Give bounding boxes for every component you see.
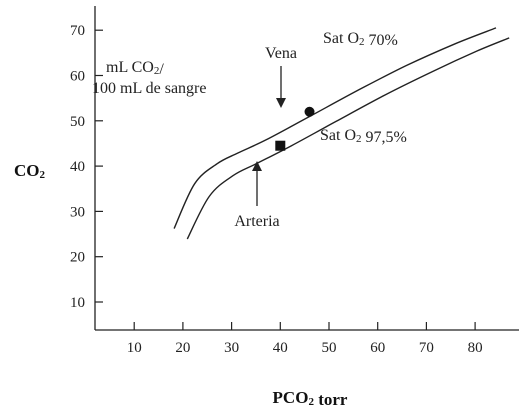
y-axis-title: CO2: [14, 161, 46, 181]
point-marker-vena: [304, 106, 315, 117]
series-label-sat-97-5: Sat O2 97,5%: [320, 127, 407, 146]
y-tick-label: 30: [70, 204, 85, 220]
y-tick-label: 50: [70, 114, 85, 130]
x-tick-label: 70: [419, 340, 434, 356]
x-tick-label: 50: [322, 340, 337, 356]
y-tick-label: 60: [70, 69, 85, 85]
x-tick-label: 30: [224, 340, 239, 356]
series-line-1: [186, 37, 510, 240]
units-note: mL CO2/100 mL de sangre: [92, 59, 206, 97]
y-tick-label: 40: [70, 159, 85, 175]
x-tick-label: 20: [175, 340, 190, 356]
series-label-sat-70: Sat O2 70%: [323, 30, 398, 49]
point-label-vena: Vena: [265, 45, 297, 62]
y-tick-label: 10: [70, 295, 85, 311]
point-label-arteria: Arteria: [234, 213, 279, 230]
x-tick-label: 40: [273, 340, 288, 356]
y-tick-label: 70: [70, 23, 85, 39]
x-tick-label: 60: [370, 340, 385, 356]
x-tick-label: 10: [127, 340, 142, 356]
series-line-0: [173, 27, 497, 229]
y-tick-label: 20: [70, 250, 85, 266]
x-tick-label: 80: [468, 340, 483, 356]
x-axis-title: PCO2 torr: [273, 388, 348, 409]
point-marker-arteria: [275, 140, 286, 151]
